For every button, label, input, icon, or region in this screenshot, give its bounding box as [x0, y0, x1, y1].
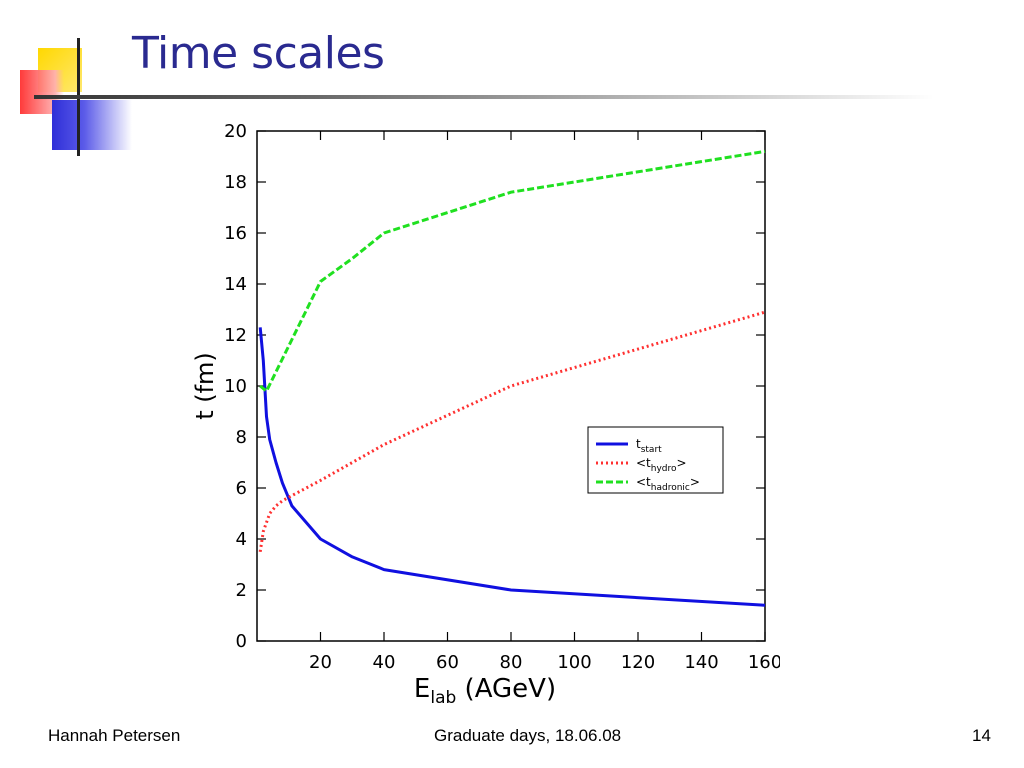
series-line-start — [258, 327, 766, 607]
plot-frame — [256, 130, 766, 642]
x-tick-label: 60 — [436, 652, 459, 673]
legend-label-hadronic: <thadronic> — [636, 475, 700, 493]
y-tick-label: 14 — [224, 274, 247, 295]
series-line-hydro — [258, 310, 766, 553]
title-underline — [34, 95, 934, 99]
y-axis-ticks: 0 2 4 6 8 10 12 14 16 18 20 — [224, 121, 765, 652]
y-tick-label: 16 — [224, 223, 247, 244]
series-layer — [258, 149, 766, 607]
slide-title: Time scales — [132, 28, 385, 79]
x-tick-label: 160 — [748, 652, 780, 673]
series-line-hadronic — [259, 149, 766, 393]
x-tick-label: 120 — [621, 652, 655, 673]
time-scales-chart: 20 40 60 80 100 120 140 160 0 2 4 6 8 10 12 14 16 18 20 E… — [191, 121, 780, 708]
y-axis-label: t (fm) — [191, 352, 219, 420]
footer-author: Hannah Petersen — [48, 726, 181, 745]
y-tick-label: 18 — [224, 172, 247, 193]
x-tick-label: 80 — [500, 652, 523, 673]
x-axis-label: Elab (AGeV) — [414, 674, 556, 708]
footer-event: Graduate days, 18.06.08 — [434, 726, 622, 745]
y-tick-label: 6 — [236, 478, 247, 499]
y-tick-label: 2 — [236, 580, 247, 601]
y-tick-label: 20 — [224, 121, 247, 142]
legend: tstart<thydro><thadronic> — [587, 426, 724, 494]
legend-label-start: tstart — [636, 437, 662, 455]
footer-page-number: 14 — [972, 726, 991, 745]
y-tick-label: 4 — [236, 529, 247, 550]
y-tick-label: 8 — [236, 427, 247, 448]
legend-label-hydro: <thydro> — [636, 456, 687, 474]
x-tick-label: 40 — [373, 652, 396, 673]
y-tick-label: 10 — [224, 376, 247, 397]
y-tick-label: 12 — [224, 325, 247, 346]
x-axis-ticks: 20 40 60 80 100 120 140 160 — [309, 131, 780, 673]
x-tick-label: 20 — [309, 652, 332, 673]
logo-blue-square — [52, 100, 132, 150]
x-tick-label: 140 — [684, 652, 718, 673]
x-tick-label: 100 — [557, 652, 591, 673]
y-tick-label: 0 — [236, 631, 247, 652]
